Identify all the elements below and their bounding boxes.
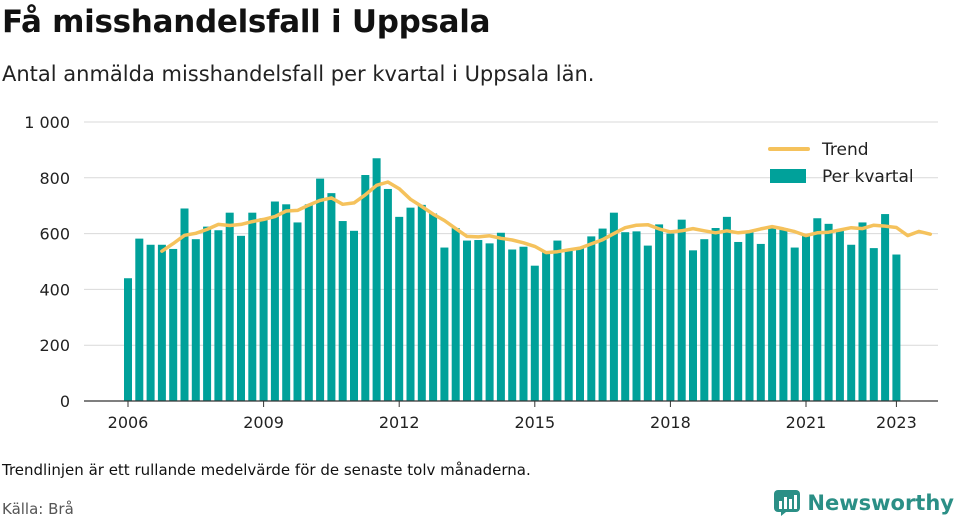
bar [440,247,449,401]
x-tick-label: 2021 [786,413,827,432]
bar [858,222,867,401]
bar [214,230,223,401]
bar [135,238,144,401]
y-tick-label: 200 [39,336,70,355]
bar [802,234,810,401]
bar [361,175,370,401]
x-tick-label: 2023 [876,413,917,432]
bar [677,219,686,401]
bars [124,158,901,401]
bar [225,212,234,401]
bar [293,222,302,401]
bar [372,158,381,401]
bar [304,204,313,401]
trend-line [160,180,933,255]
bar [779,228,788,401]
bar [711,228,720,401]
bar [700,239,709,401]
bar [203,226,212,401]
bar [530,265,539,401]
x-tick-label: 2018 [650,413,691,432]
chart-title: Få misshandelsfall i Uppsala [2,4,491,40]
source-label: Källa: Brå [2,500,74,518]
bar [485,243,494,401]
y-axis: 0 200 400 600 800 1 000 [24,113,70,411]
bar [395,216,404,401]
bar [768,228,777,401]
bar [576,248,584,401]
bar [519,246,528,401]
bar [237,235,245,401]
x-tick-label: 2015 [514,413,555,432]
x-axis: 2006 2009 2012 2015 2018 2021 2023 [84,400,938,432]
bar [474,240,483,401]
bar [417,204,426,401]
bar [666,233,675,401]
legend-bars-label: Per kvartal [822,167,914,187]
x-tick-label: 2006 [108,413,149,432]
brand: Newsworthy [773,489,954,517]
bar [598,228,607,401]
bar [621,232,630,401]
bar [282,204,291,401]
chart-subtitle: Antal anmälda misshandelsfall per kvarta… [2,62,595,86]
bar [157,244,166,401]
y-tick-label: 600 [39,225,70,244]
bar [338,221,347,401]
x-tick-label: 2009 [243,413,284,432]
bar [542,252,551,401]
bar [564,248,573,401]
bar [847,244,856,401]
bar [327,193,336,401]
y-tick-label: 400 [39,280,70,299]
bar [835,229,844,401]
bar [745,230,754,401]
bar [124,278,132,401]
bar [259,218,268,401]
legend-bars-swatch [770,169,806,183]
y-tick-label: 800 [39,169,70,188]
bar [643,245,652,401]
y-tick-label: 1 000 [24,113,70,132]
bar [892,254,901,401]
bar [180,208,189,401]
bar [383,188,392,401]
y-tick-label: 0 [60,392,70,411]
bar [316,178,325,401]
bar [813,218,822,401]
bar [248,212,257,401]
bar [146,244,155,401]
brand-name: Newsworthy [807,491,954,515]
bar [191,239,200,401]
bar [824,223,833,401]
x-tick-label: 2012 [379,413,420,432]
bar [429,213,438,401]
bar [463,240,471,401]
bar [689,250,697,401]
bar [508,249,517,401]
bar [169,248,178,401]
bar [553,240,562,401]
bar [655,224,664,401]
bar [632,231,641,401]
bar [350,230,358,401]
bar [790,247,799,401]
chart-note: Trendlinjen är ett rullande medelvärde f… [2,461,531,479]
bar [496,232,505,401]
bar [734,241,743,401]
bar [881,214,890,401]
legend-trend-label: Trend [821,140,869,160]
newsworthy-logo-icon [774,490,801,516]
trend-line-group [160,180,933,255]
bar [406,207,415,401]
bar [270,201,279,401]
bar [869,248,878,401]
bar [722,216,731,401]
bar [451,228,460,401]
legend: Trend Per kvartal [768,140,914,187]
bar [609,212,618,401]
bar [587,236,596,401]
bar [756,243,765,401]
